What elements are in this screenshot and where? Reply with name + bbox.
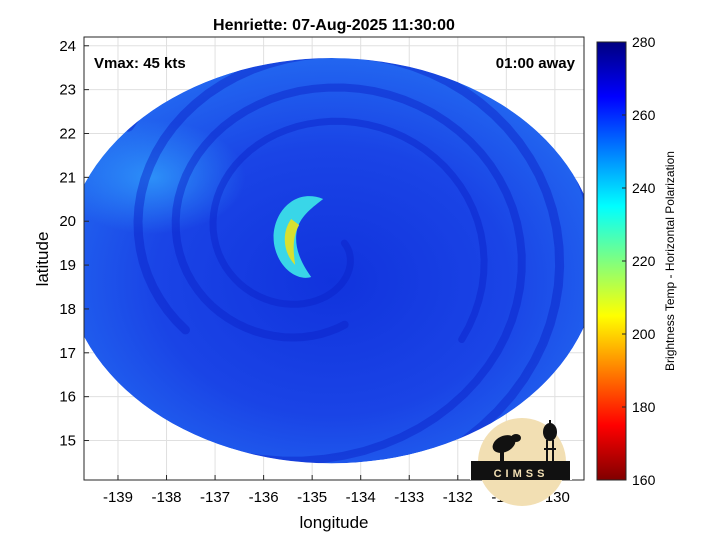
colorbar-tick-label: 160 bbox=[632, 472, 656, 488]
colorbar-tick-label: 260 bbox=[632, 107, 656, 123]
x-tick-label: -137 bbox=[200, 489, 230, 506]
tb-rain-band bbox=[171, 83, 526, 464]
x-tick-label: -132 bbox=[443, 489, 473, 506]
x-tick-label: -138 bbox=[152, 489, 182, 506]
y-tick-label: 15 bbox=[59, 433, 76, 450]
y-axis-label: latitude bbox=[33, 232, 52, 287]
y-tick-label: 18 bbox=[59, 301, 76, 318]
colorbar-ticks: 160 180 200 220 240 260 280 bbox=[622, 34, 656, 488]
y-tick-label: 21 bbox=[59, 169, 76, 186]
y-tick-label: 23 bbox=[59, 82, 76, 99]
x-tick-label: -139 bbox=[103, 489, 133, 506]
x-tick-label: -136 bbox=[249, 489, 279, 506]
axis-ticks: -139-138-137-136-135-134-133-132-131-130… bbox=[59, 38, 570, 506]
colorbar-tick-label: 200 bbox=[632, 326, 656, 342]
vmax-annotation: Vmax: 45 kts bbox=[94, 55, 186, 72]
y-tick-label: 16 bbox=[59, 389, 76, 406]
logo-banner bbox=[471, 461, 570, 480]
y-tick-label: 20 bbox=[59, 213, 76, 230]
timing-annotation: 01:00 away bbox=[496, 55, 576, 72]
colorbar-tick-label: 220 bbox=[632, 253, 656, 269]
cimss-logo: CIMSS bbox=[470, 418, 572, 506]
x-axis-label: longitude bbox=[299, 513, 368, 532]
tb-rain-band bbox=[84, 58, 565, 464]
tb-eyewall-core bbox=[284, 218, 300, 265]
colorbar-tick-label: 180 bbox=[632, 399, 656, 415]
colorbar-label: Brightness Temp - Horizontal Polarizatio… bbox=[663, 151, 677, 371]
tb-rain-band bbox=[209, 117, 488, 343]
x-tick-label: -134 bbox=[346, 489, 376, 506]
x-tick-label: -133 bbox=[394, 489, 424, 506]
y-tick-label: 22 bbox=[59, 125, 76, 142]
axes-box bbox=[83, 36, 585, 481]
y-tick-label: 17 bbox=[59, 345, 76, 362]
satellite-dish-icon bbox=[492, 434, 521, 461]
tb-eyewall-band bbox=[273, 196, 324, 278]
y-tick-label: 19 bbox=[59, 257, 76, 274]
x-tick-label: -135 bbox=[297, 489, 327, 506]
chart-title: Henriette: 07-Aug-2025 11:30:00 bbox=[213, 17, 455, 34]
logo-text: CIMSS bbox=[494, 468, 549, 480]
colorbar-tick-label: 240 bbox=[632, 180, 656, 196]
colorbar-tick-label: 280 bbox=[632, 34, 656, 50]
colorbar bbox=[596, 41, 627, 481]
water-tower-icon bbox=[543, 420, 557, 461]
y-tick-label: 24 bbox=[59, 38, 76, 55]
